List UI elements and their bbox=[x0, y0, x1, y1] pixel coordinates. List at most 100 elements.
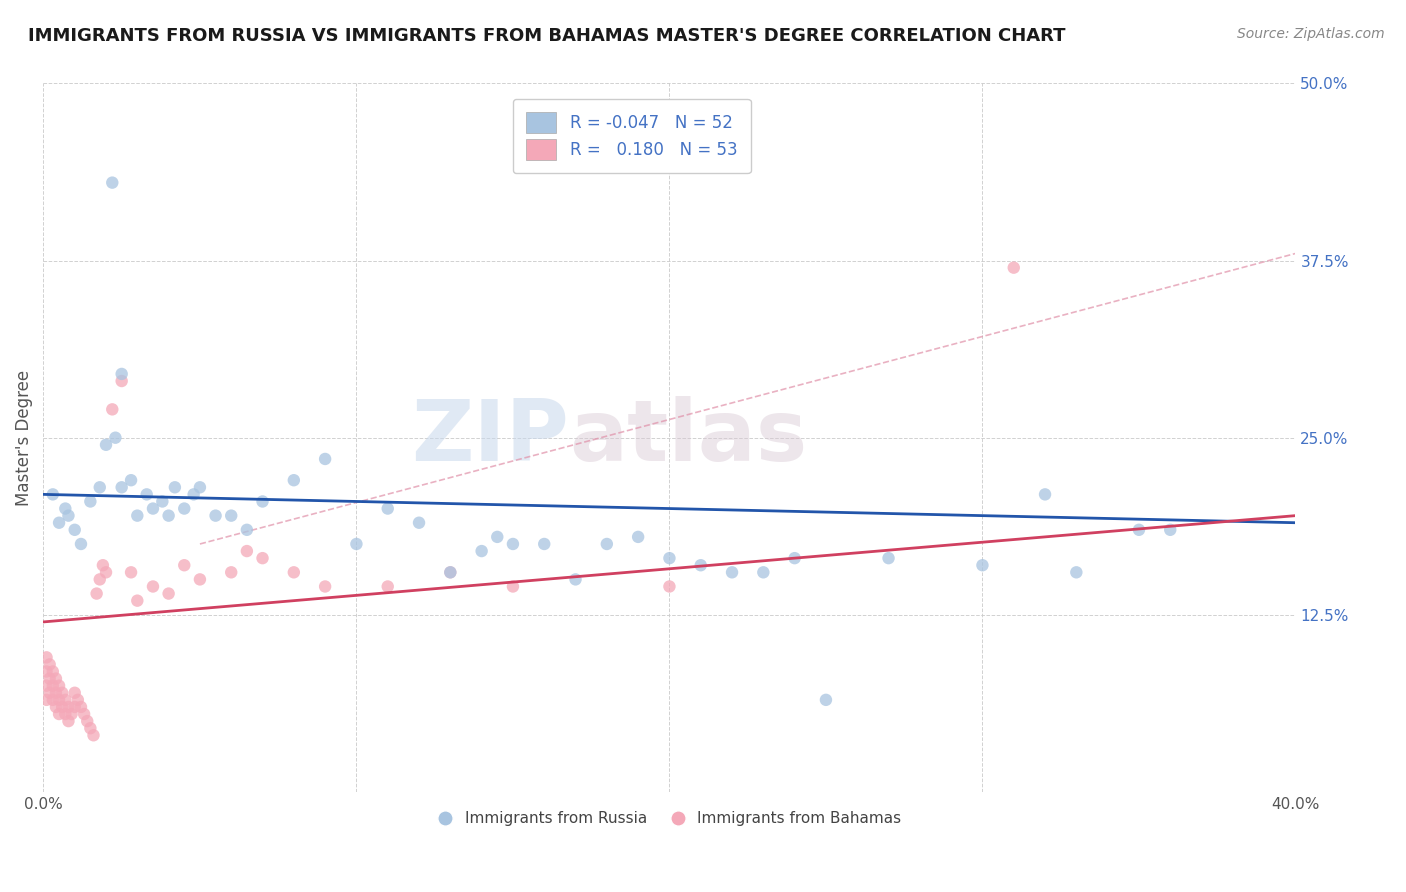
Point bbox=[346, 537, 368, 551]
Point bbox=[120, 473, 142, 487]
Point bbox=[35, 650, 58, 665]
Y-axis label: Master's Degree: Master's Degree bbox=[15, 369, 32, 506]
Point bbox=[188, 573, 211, 587]
Legend: Immigrants from Russia, Immigrants from Bahamas: Immigrants from Russia, Immigrants from … bbox=[430, 804, 910, 834]
Point bbox=[752, 566, 775, 580]
Text: atlas: atlas bbox=[569, 396, 807, 479]
Point bbox=[564, 573, 586, 587]
Point bbox=[53, 706, 76, 721]
Point bbox=[173, 501, 195, 516]
Point bbox=[142, 501, 165, 516]
Point bbox=[101, 176, 124, 190]
Point bbox=[533, 537, 555, 551]
Text: ZIP: ZIP bbox=[412, 396, 569, 479]
Point bbox=[38, 686, 60, 700]
Point bbox=[38, 672, 60, 686]
Point bbox=[1002, 260, 1025, 275]
Point bbox=[76, 714, 98, 728]
Point bbox=[219, 508, 242, 523]
Point bbox=[689, 558, 711, 573]
Point bbox=[377, 579, 399, 593]
Point bbox=[135, 487, 157, 501]
Point bbox=[53, 501, 76, 516]
Point bbox=[111, 374, 134, 388]
Point bbox=[502, 579, 524, 593]
Point bbox=[35, 679, 58, 693]
Point bbox=[70, 700, 93, 714]
Point bbox=[94, 438, 117, 452]
Point bbox=[486, 530, 509, 544]
Point bbox=[48, 516, 70, 530]
Text: Source: ZipAtlas.com: Source: ZipAtlas.com bbox=[1237, 27, 1385, 41]
Point bbox=[972, 558, 994, 573]
Point bbox=[219, 566, 242, 580]
Point bbox=[127, 508, 149, 523]
Point bbox=[1033, 487, 1056, 501]
Point bbox=[58, 508, 80, 523]
Point bbox=[283, 473, 305, 487]
Point bbox=[157, 508, 180, 523]
Point bbox=[314, 452, 336, 467]
Point bbox=[252, 494, 274, 508]
Point bbox=[127, 593, 149, 607]
Point bbox=[35, 693, 58, 707]
Point bbox=[236, 523, 259, 537]
Point bbox=[60, 706, 83, 721]
Point bbox=[236, 544, 259, 558]
Point bbox=[45, 672, 67, 686]
Point bbox=[1159, 523, 1181, 537]
Point bbox=[89, 480, 111, 494]
Point bbox=[377, 501, 399, 516]
Point bbox=[471, 544, 494, 558]
Text: IMMIGRANTS FROM RUSSIA VS IMMIGRANTS FROM BAHAMAS MASTER'S DEGREE CORRELATION CH: IMMIGRANTS FROM RUSSIA VS IMMIGRANTS FRO… bbox=[28, 27, 1066, 45]
Point bbox=[1066, 566, 1088, 580]
Point bbox=[658, 579, 681, 593]
Point bbox=[183, 487, 205, 501]
Point bbox=[188, 480, 211, 494]
Point bbox=[658, 551, 681, 566]
Point bbox=[45, 700, 67, 714]
Point bbox=[877, 551, 900, 566]
Point bbox=[86, 586, 108, 600]
Point bbox=[45, 686, 67, 700]
Point bbox=[111, 480, 134, 494]
Point bbox=[79, 721, 101, 735]
Point bbox=[252, 551, 274, 566]
Point bbox=[51, 686, 73, 700]
Point bbox=[35, 665, 58, 679]
Point bbox=[204, 508, 226, 523]
Point bbox=[63, 523, 86, 537]
Point bbox=[42, 665, 65, 679]
Point bbox=[94, 566, 117, 580]
Point bbox=[439, 566, 461, 580]
Point bbox=[48, 693, 70, 707]
Point bbox=[42, 487, 65, 501]
Point bbox=[42, 693, 65, 707]
Point bbox=[502, 537, 524, 551]
Point bbox=[53, 693, 76, 707]
Point bbox=[82, 728, 104, 742]
Point bbox=[314, 579, 336, 593]
Point bbox=[58, 700, 80, 714]
Point bbox=[66, 693, 89, 707]
Point bbox=[163, 480, 186, 494]
Point bbox=[104, 431, 127, 445]
Point bbox=[283, 566, 305, 580]
Point bbox=[70, 537, 93, 551]
Point bbox=[48, 706, 70, 721]
Point bbox=[408, 516, 430, 530]
Point bbox=[91, 558, 114, 573]
Point bbox=[439, 566, 461, 580]
Point bbox=[173, 558, 195, 573]
Point bbox=[596, 537, 619, 551]
Point bbox=[101, 402, 124, 417]
Point bbox=[89, 573, 111, 587]
Point bbox=[51, 700, 73, 714]
Point bbox=[79, 494, 101, 508]
Point bbox=[120, 566, 142, 580]
Point bbox=[1128, 523, 1150, 537]
Point bbox=[38, 657, 60, 672]
Point bbox=[42, 679, 65, 693]
Point bbox=[814, 693, 837, 707]
Point bbox=[63, 700, 86, 714]
